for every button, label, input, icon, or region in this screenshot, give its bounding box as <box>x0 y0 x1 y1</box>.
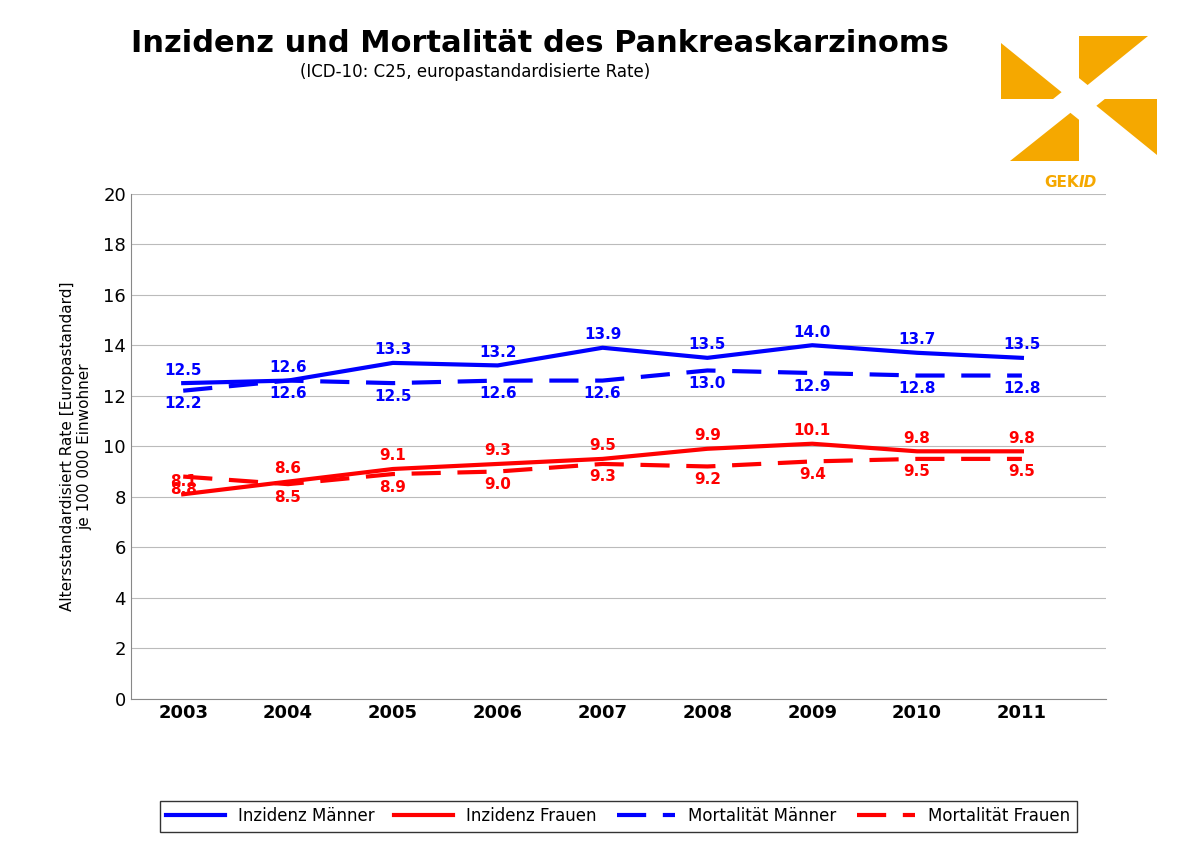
Text: 9.5: 9.5 <box>589 439 616 453</box>
Text: 9.8: 9.8 <box>1008 431 1036 445</box>
Polygon shape <box>1088 99 1157 154</box>
Text: 9.4: 9.4 <box>799 467 825 482</box>
Text: 12.6: 12.6 <box>269 386 307 401</box>
Text: 12.5: 12.5 <box>375 389 411 403</box>
Text: 9.3: 9.3 <box>484 444 511 458</box>
Text: 9.9: 9.9 <box>694 429 721 443</box>
Text: 8.8: 8.8 <box>170 482 196 497</box>
Text: 9.5: 9.5 <box>904 465 931 479</box>
Text: 9.0: 9.0 <box>484 477 511 492</box>
Text: GEK: GEK <box>1044 175 1078 190</box>
Polygon shape <box>1001 43 1070 99</box>
Text: 14.0: 14.0 <box>793 325 831 339</box>
Text: 12.6: 12.6 <box>269 360 307 375</box>
Text: 9.8: 9.8 <box>904 431 931 445</box>
Text: 13.3: 13.3 <box>375 343 411 357</box>
Text: 8.5: 8.5 <box>275 490 302 504</box>
Legend: Inzidenz Männer, Inzidenz Frauen, Mortalität Männer, Mortalität Frauen: Inzidenz Männer, Inzidenz Frauen, Mortal… <box>159 801 1077 832</box>
Text: 13.5: 13.5 <box>688 338 726 352</box>
Text: 8.1: 8.1 <box>170 474 196 488</box>
Text: 12.8: 12.8 <box>1004 381 1040 396</box>
Polygon shape <box>1053 78 1105 120</box>
Text: 10.1: 10.1 <box>793 424 831 438</box>
Text: 12.8: 12.8 <box>899 381 936 396</box>
Text: 12.9: 12.9 <box>793 379 831 393</box>
Text: 13.2: 13.2 <box>479 345 516 360</box>
Y-axis label: Altersstandardisiert Rate [Europastandard]
je 100 000 Einwohner: Altersstandardisiert Rate [Europastandar… <box>59 281 92 611</box>
Text: 9.5: 9.5 <box>1008 465 1036 479</box>
Text: 13.7: 13.7 <box>899 333 936 347</box>
Text: 8.9: 8.9 <box>379 480 407 494</box>
Text: 12.5: 12.5 <box>164 363 202 377</box>
Text: (ICD-10: C25, europastandardisierte Rate): (ICD-10: C25, europastandardisierte Rate… <box>301 63 650 81</box>
Polygon shape <box>1078 36 1147 92</box>
Text: 9.3: 9.3 <box>589 470 616 484</box>
Text: Inzidenz und Mortalität des Pankreaskarzinoms: Inzidenz und Mortalität des Pankreaskarz… <box>131 29 949 58</box>
Text: 8.6: 8.6 <box>275 461 302 476</box>
Text: 9.1: 9.1 <box>379 449 407 463</box>
Text: ID: ID <box>1078 175 1097 190</box>
Text: 12.2: 12.2 <box>164 397 202 411</box>
Text: 12.6: 12.6 <box>584 386 622 401</box>
Text: 9.2: 9.2 <box>694 472 721 487</box>
Polygon shape <box>1009 106 1078 162</box>
Text: 13.5: 13.5 <box>1004 338 1040 352</box>
Text: 12.6: 12.6 <box>479 386 516 401</box>
Text: 13.0: 13.0 <box>688 376 726 391</box>
Text: 13.9: 13.9 <box>584 328 621 342</box>
